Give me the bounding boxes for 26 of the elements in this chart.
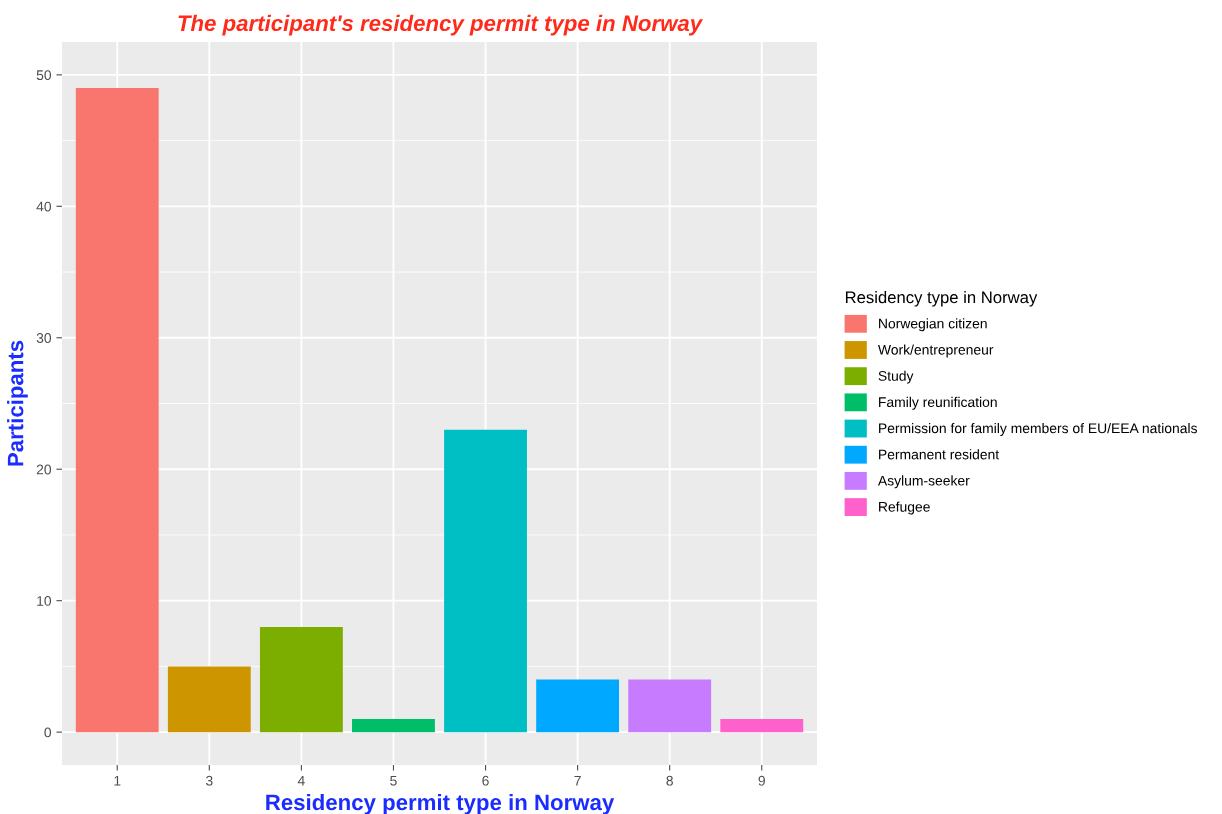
legend-label: Refugee xyxy=(879,501,930,515)
y-tick-label: 0 xyxy=(44,727,52,738)
legend-label: Family reunification xyxy=(879,396,997,410)
legend-label: Asylum-seeker xyxy=(877,475,970,489)
x-axis-title: Residency permit type in Norway xyxy=(266,793,615,814)
y-tick-label: 10 xyxy=(37,596,52,606)
chart-title: The participant's residency permit type in Norway xyxy=(178,14,704,36)
y-tick-label: 40 xyxy=(36,201,52,212)
legend-label: Study xyxy=(878,370,914,384)
x-tick-label: 4 xyxy=(297,775,305,786)
legend-title: Residency type in Norway xyxy=(845,291,1038,307)
y-tick-label: 30 xyxy=(36,333,52,343)
x-tick-label: 9 xyxy=(758,775,765,786)
x-tick-label: 1 xyxy=(114,775,121,786)
legend-label: Permanent resident xyxy=(879,449,1000,460)
y-tick-label: 20 xyxy=(36,464,52,475)
y-axis-title: Participants xyxy=(7,340,28,466)
x-tick-label: 3 xyxy=(205,775,213,786)
y-tick-label: 50 xyxy=(36,70,52,81)
x-tick-label: 8 xyxy=(666,775,673,786)
legend-label: Permission for family members of EU/EEA nationals xyxy=(879,423,1197,436)
x-tick-label: 7 xyxy=(574,775,581,786)
legend-label: Work/entrepreneur xyxy=(877,344,994,358)
x-tick-label: 6 xyxy=(482,775,489,786)
legend-label: Norwegian citizen xyxy=(879,318,987,332)
x-tick-label: 5 xyxy=(390,775,397,786)
